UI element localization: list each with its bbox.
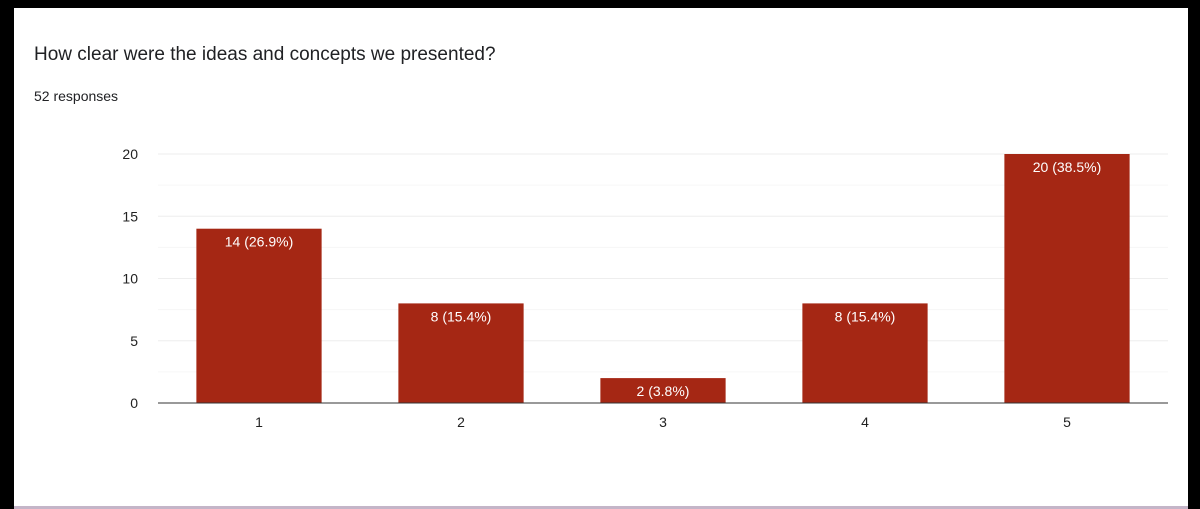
y-tick-label: 10 — [122, 271, 138, 287]
bar-data-label: 20 (38.5%) — [1033, 159, 1101, 175]
x-tick-label: 1 — [255, 414, 263, 430]
y-tick-label: 0 — [130, 395, 138, 411]
bar — [398, 303, 524, 403]
response-count: 52 responses — [34, 88, 119, 104]
bar-data-label: 8 (15.4%) — [835, 308, 896, 324]
question-title: How clear were the ideas and concepts we… — [34, 44, 496, 65]
y-tick-label: 5 — [130, 333, 138, 349]
bar — [600, 378, 726, 403]
bar-data-label: 8 (15.4%) — [431, 308, 492, 324]
bar-chart: 0 5 10 15 20 14 (26.9%) 1 8 (15.4%) 2 2 (3.8%) 3 8 … — [122, 146, 1168, 430]
bar — [1004, 154, 1130, 403]
bar — [802, 303, 928, 403]
y-tick-label: 15 — [122, 208, 138, 224]
x-tick-label: 4 — [861, 414, 869, 430]
x-tick-label: 5 — [1063, 414, 1071, 430]
bar-data-label: 14 (26.9%) — [225, 234, 293, 250]
y-tick-label: 20 — [122, 146, 138, 162]
question-card: How clear were the ideas and concepts we… — [14, 8, 1188, 509]
bar-data-label: 2 (3.8%) — [637, 383, 690, 399]
x-tick-label: 3 — [659, 414, 667, 430]
x-tick-label: 2 — [457, 414, 465, 430]
bar — [196, 228, 322, 403]
